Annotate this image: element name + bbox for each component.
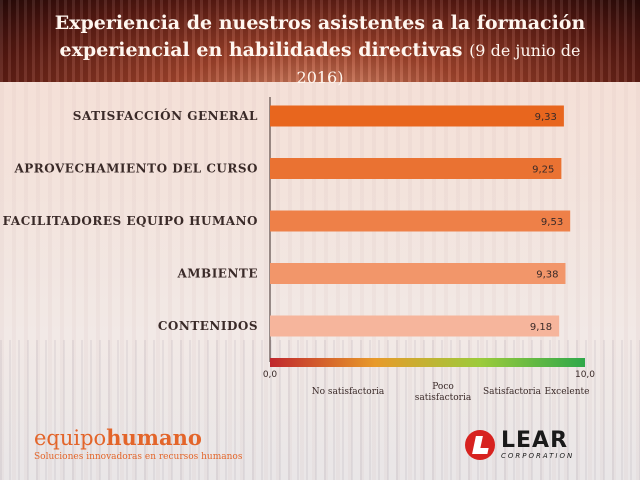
title-date: (9 de junio de 2016) bbox=[296, 41, 581, 87]
category-label: AMBIENTE bbox=[176, 267, 258, 281]
bar bbox=[270, 263, 566, 284]
data-label: 9,33 bbox=[535, 112, 557, 123]
lear-subtitle: CORPORATION bbox=[501, 452, 575, 460]
lear-name: LEAR bbox=[501, 428, 569, 453]
data-label: 9,25 bbox=[532, 165, 554, 176]
scale-label: Poco bbox=[432, 382, 454, 392]
x-tick-label: 0,0 bbox=[263, 370, 278, 380]
data-label: 9,38 bbox=[536, 270, 558, 281]
scale-label: No satisfactoria bbox=[312, 387, 385, 397]
equipo-humano-wordmark: equipohumano bbox=[34, 425, 242, 450]
lear-logo: LEAR CORPORATION bbox=[465, 430, 574, 460]
data-label: 9,18 bbox=[530, 322, 552, 333]
brand-part-1: equipo bbox=[34, 426, 107, 450]
scale-label: Excelente bbox=[545, 387, 590, 397]
chart-title: Experiencia de nuestros asistentes a la … bbox=[40, 10, 600, 91]
bar bbox=[270, 210, 571, 232]
category-label: SATISFACCIÓN GENERAL bbox=[73, 107, 258, 123]
header-banner bbox=[0, 0, 640, 82]
equipo-humano-logo: equipohumano Soluciones innovadoras en r… bbox=[34, 425, 242, 462]
bar bbox=[270, 105, 564, 127]
category-label: APROVECHAMIENTO DEL CURSO bbox=[13, 162, 258, 176]
bar bbox=[270, 158, 562, 179]
lear-emblem-icon bbox=[465, 430, 495, 460]
title-line-2: experiencial en habilidades directivas (… bbox=[40, 37, 600, 91]
lear-wordmark: LEAR CORPORATION bbox=[501, 428, 575, 461]
x-tick-label: 10,0 bbox=[575, 370, 595, 380]
category-label: FACILITADORES EQUIPO HUMANO bbox=[3, 214, 258, 228]
data-label: 9,53 bbox=[541, 217, 563, 228]
scale-label: satisfactoria bbox=[415, 393, 472, 403]
scale-label: Satisfactoria bbox=[483, 387, 542, 397]
brand-tagline: Soluciones innovadoras en recursos human… bbox=[34, 452, 243, 462]
rating-scale-bar bbox=[270, 358, 585, 367]
title-line-1: Experiencia de nuestros asistentes a la … bbox=[54, 12, 586, 34]
category-label: CONTENIDOS bbox=[158, 319, 258, 333]
brand-part-2: humano bbox=[106, 425, 202, 450]
title-line-2-text: experiencial en habilidades directivas bbox=[59, 39, 463, 61]
bar bbox=[270, 315, 560, 337]
